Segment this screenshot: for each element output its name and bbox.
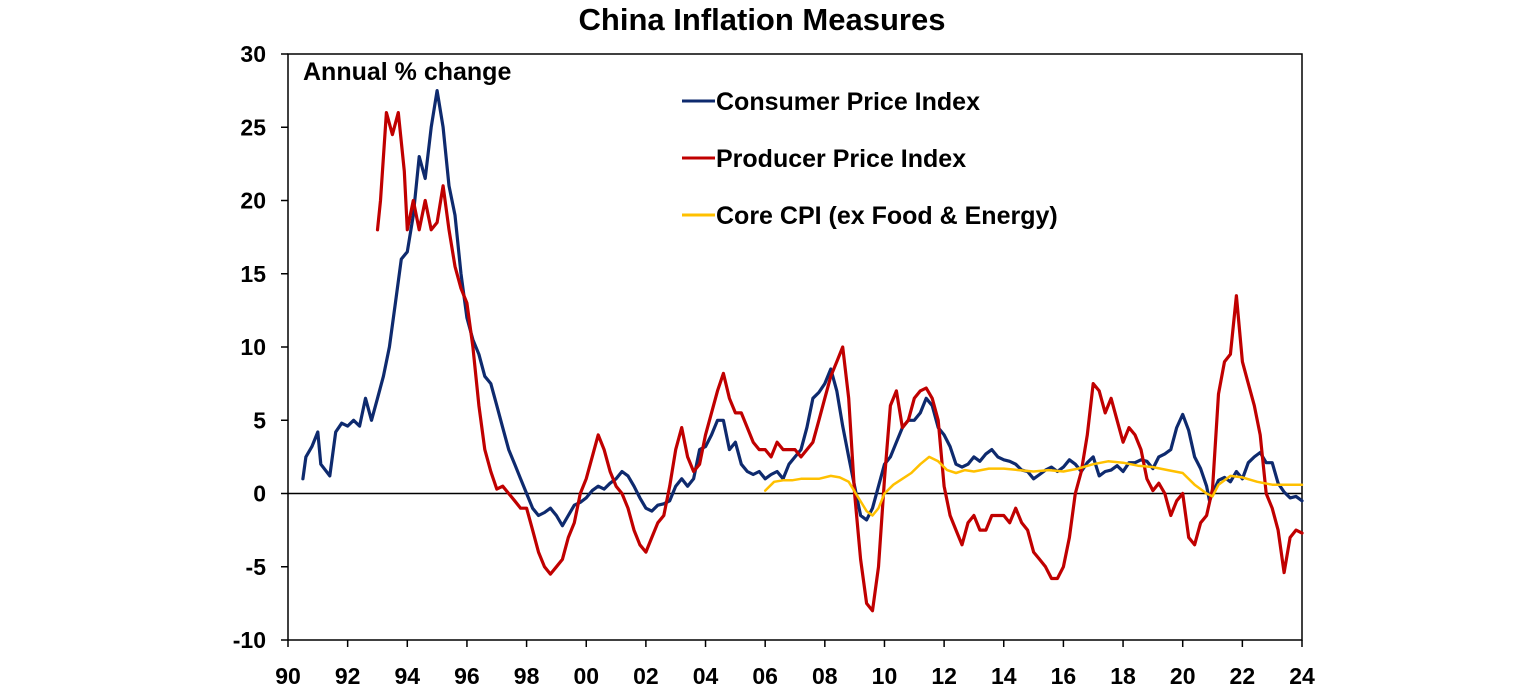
y-tick-label: 5 — [253, 407, 266, 433]
x-tick-label: 22 — [1230, 663, 1256, 689]
x-tick-label: 96 — [454, 663, 480, 689]
x-tick-label: 02 — [633, 663, 659, 689]
x-tick-label: 18 — [1110, 663, 1136, 689]
y-tick-label: -10 — [233, 627, 266, 653]
plot-area-border — [287, 53, 1303, 641]
x-tick-label: 20 — [1170, 663, 1196, 689]
x-tick-label: 24 — [1289, 663, 1315, 689]
y-tick-label: 30 — [240, 41, 266, 67]
y-axis: 30 25 20 15 10 5 0 -5 -10 — [233, 41, 288, 653]
x-tick-label: 04 — [693, 663, 719, 689]
x-tick-label: 12 — [931, 663, 957, 689]
y-tick-label: 20 — [240, 188, 266, 214]
x-tick-label: 00 — [573, 663, 599, 689]
x-tick-label: 14 — [991, 663, 1017, 689]
legend: Consumer Price Index Producer Price Inde… — [682, 88, 1058, 230]
legend-label-cpi: Consumer Price Index — [716, 88, 980, 116]
legend-label-ppi: Producer Price Index — [716, 145, 966, 173]
x-axis: 90 92 94 96 98 00 02 04 06 08 10 12 14 16 18 20 22 24 — [275, 640, 1315, 689]
x-tick-label: 08 — [812, 663, 838, 689]
y-tick-label: 10 — [240, 334, 266, 360]
x-tick-label: 92 — [335, 663, 361, 689]
series-line-ppi — [375, 111, 1304, 613]
x-tick-label: 06 — [752, 663, 778, 689]
legend-label-core-cpi: Core CPI (ex Food & Energy) — [716, 202, 1058, 230]
y-tick-label: 0 — [253, 481, 266, 507]
series-line-core-cpi — [763, 455, 1304, 517]
unit-label: Annual % change — [303, 58, 511, 86]
y-tick-label: -5 — [246, 554, 267, 580]
x-tick-label: 10 — [872, 663, 898, 689]
y-tick-label: 15 — [240, 261, 266, 287]
chart-title: China Inflation Measures — [579, 2, 946, 37]
x-tick-label: 16 — [1051, 663, 1077, 689]
x-tick-label: 94 — [394, 663, 420, 689]
y-tick-label: 25 — [240, 114, 266, 140]
x-tick-label: 98 — [514, 663, 540, 689]
series-lines — [301, 89, 1304, 613]
x-tick-label: 90 — [275, 663, 301, 689]
